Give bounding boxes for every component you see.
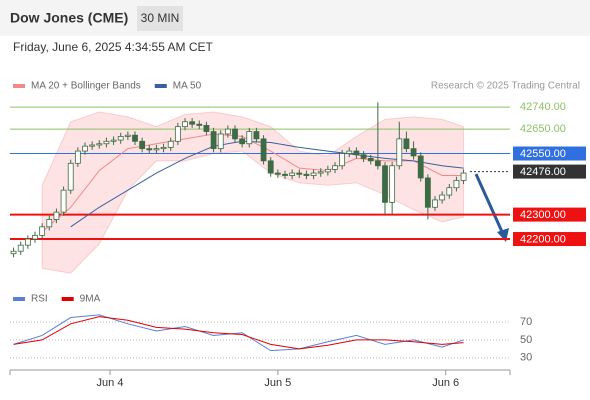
candle-body [196, 123, 203, 126]
rsi-tick-label: 50 [520, 334, 532, 346]
candle-body [110, 139, 117, 142]
candle-body [32, 234, 38, 240]
rsi-tick-label: 30 [520, 352, 532, 364]
candle-body [360, 154, 367, 159]
candle-body [253, 131, 260, 140]
rsi-tick-label: 70 [520, 316, 532, 328]
moving-average [70, 140, 464, 228]
candle-body [217, 133, 224, 150]
legend-label: 9MA [80, 294, 101, 305]
candle-body [260, 138, 267, 162]
candle-body [189, 121, 196, 125]
candle-body [432, 199, 438, 208]
candle-body [317, 171, 324, 174]
candle-body [303, 173, 310, 176]
candle-body [174, 126, 181, 142]
candle-body [289, 172, 296, 176]
credit: Research © 2025 Trading Central [431, 81, 580, 92]
legend-swatch [13, 84, 25, 88]
candle-body [382, 165, 388, 203]
candle-body [39, 226, 46, 236]
candle-body [203, 125, 210, 132]
candle-body [389, 165, 396, 203]
candle-body [453, 179, 460, 189]
level-label: 42740.00 [520, 101, 566, 113]
candle-body [167, 140, 174, 148]
legend-swatch [13, 297, 25, 301]
legend-swatch [61, 297, 74, 301]
candle-body [24, 238, 31, 246]
candle-body [396, 138, 403, 167]
x-tick-label: Jun 6 [432, 377, 459, 389]
candle-body [53, 211, 60, 220]
rsi-line [13, 316, 464, 350]
legend-label: RSI [31, 294, 48, 305]
candle-body [310, 172, 317, 176]
candle-body [160, 147, 167, 150]
candle-body [332, 165, 338, 170]
candle-body [224, 128, 231, 135]
level-label: 42650.00 [520, 123, 566, 135]
candle-body [374, 160, 381, 167]
forecast-arrow [474, 173, 505, 235]
candle-body [124, 134, 131, 137]
candle-body [82, 145, 88, 152]
candle-body [132, 134, 138, 142]
candle-body [446, 187, 453, 196]
level-label: 42200.00 [520, 233, 566, 245]
legend-label: MA 50 [173, 81, 202, 92]
candle-body [424, 177, 431, 208]
candle-body [153, 148, 160, 151]
legend-swatch [154, 84, 167, 88]
timeframe: 30 MIN [141, 11, 180, 25]
candle-body [182, 121, 188, 128]
candle-body [339, 153, 346, 167]
candle-body [232, 128, 238, 140]
candle-body [60, 189, 67, 213]
candle-body [103, 140, 110, 145]
candle-body [67, 162, 74, 191]
candle-body [417, 155, 424, 179]
candle-body [460, 172, 467, 181]
timeframe-box [137, 6, 183, 31]
level-label: 42550.00 [520, 148, 566, 160]
x-tick-label: Jun 4 [97, 377, 124, 389]
candle-body [324, 168, 331, 173]
candle-body [89, 144, 96, 147]
candle-body [296, 172, 303, 175]
level-label-box [513, 146, 586, 161]
level-label-box [513, 232, 586, 247]
candle-body [96, 143, 103, 146]
candle-body [246, 131, 253, 145]
rsi-line [13, 314, 464, 352]
candle-body [210, 131, 217, 150]
level-label: 42300.00 [520, 209, 566, 221]
candle-body [146, 148, 153, 151]
candle-body [17, 244, 24, 252]
candle-body [10, 250, 17, 255]
level-label-box [513, 207, 586, 222]
x-tick-label: Jun 5 [264, 377, 291, 389]
candle-body [439, 194, 446, 201]
legend-label: MA 20 + Bollinger Bands [31, 81, 141, 92]
candle-body [410, 148, 417, 157]
candle-body [353, 150, 360, 156]
level-label-box [513, 164, 586, 179]
chart-title: Dow Jones (CME) [10, 10, 128, 26]
candle-body [139, 140, 146, 150]
candle-body [46, 219, 53, 228]
candle-body [267, 160, 274, 174]
subtitle: Friday, June 6, 2025 4:34:55 AM CET [13, 40, 214, 54]
candle-body [403, 138, 410, 150]
candle-body [117, 136, 124, 141]
candle-body [74, 150, 81, 164]
candle-body [274, 172, 281, 175]
candle-body [239, 138, 246, 145]
header-bar [0, 0, 590, 36]
level-label: 42476.00 [520, 166, 566, 178]
candle-body [367, 158, 374, 162]
candle-body [346, 150, 353, 154]
candle-body [282, 173, 288, 176]
